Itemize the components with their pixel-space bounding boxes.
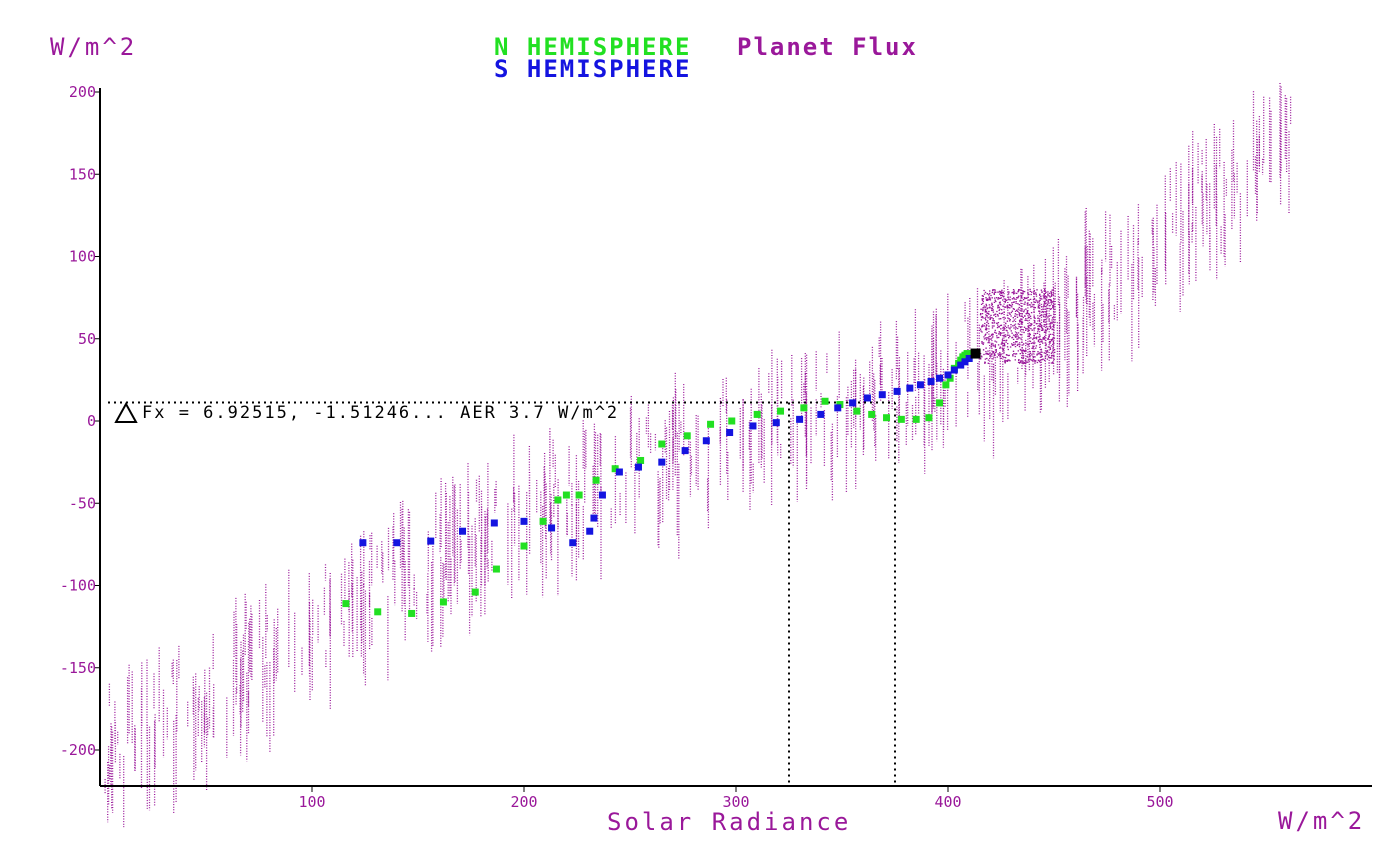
fit-annotation: Fx = 6.92515, -1.51246... AER 3.7 W/m^2 xyxy=(142,403,619,423)
reference-lines xyxy=(108,401,896,786)
hemisphere-series xyxy=(342,348,981,617)
n-hemisphere-point xyxy=(883,414,891,422)
s-hemisphere-point xyxy=(957,361,965,369)
n-hemisphere-point xyxy=(374,608,382,616)
current-point-marker xyxy=(970,348,981,359)
n-hemisphere-point xyxy=(707,420,715,428)
s-hemisphere-point xyxy=(548,524,556,532)
y-axis-unit-label: W/m^2 xyxy=(50,33,137,61)
n-hemisphere-point xyxy=(936,399,944,407)
s-hemisphere-point xyxy=(598,491,606,499)
s-hemisphere-point xyxy=(944,371,952,379)
y-tick-label: 0 xyxy=(87,412,96,430)
x-tick-label: 400 xyxy=(934,793,961,811)
n-hemisphere-point xyxy=(539,517,547,525)
s-hemisphere-point xyxy=(658,458,666,466)
n-hemisphere-point xyxy=(342,600,350,608)
s-hemisphere-point xyxy=(634,463,642,471)
n-hemisphere-point xyxy=(683,432,691,440)
n-hemisphere-point xyxy=(897,415,905,423)
n-hemisphere-point xyxy=(753,410,761,418)
y-tick-label: 200 xyxy=(69,83,96,101)
n-hemisphere-point xyxy=(562,491,570,499)
n-hemisphere-point xyxy=(554,496,562,504)
y-tick-label: 150 xyxy=(69,165,96,183)
n-hemisphere-point xyxy=(777,407,785,415)
s-hemisphere-point xyxy=(927,378,935,386)
n-hemisphere-point xyxy=(728,417,736,425)
x-axis-unit-label: W/m^2 xyxy=(1278,807,1365,835)
y-tick-label: -150 xyxy=(60,659,96,677)
flux-cloud-cluster xyxy=(979,288,1056,364)
s-hemisphere-point xyxy=(772,419,780,427)
n-hemisphere-point xyxy=(592,476,600,484)
s-hemisphere-point xyxy=(702,437,710,445)
s-hemisphere-point xyxy=(749,422,757,430)
axes xyxy=(94,88,1372,792)
x-axis-title: Solar Radiance xyxy=(607,808,851,836)
triangle-marker-icon xyxy=(114,401,138,423)
n-hemisphere-point xyxy=(637,456,645,464)
s-hemisphere-point xyxy=(878,391,886,399)
s-hemisphere-point xyxy=(427,537,435,545)
legend-n-hemisphere: N HEMISPHERE xyxy=(494,33,691,61)
legend-s-hemisphere: S HEMISPHERE xyxy=(494,55,691,83)
n-hemisphere-point xyxy=(520,542,528,550)
n-hemisphere-point xyxy=(611,465,619,473)
x-tick-label: 500 xyxy=(1146,793,1173,811)
n-hemisphere-point xyxy=(575,491,583,499)
s-hemisphere-point xyxy=(863,394,871,402)
s-hemisphere-point xyxy=(950,366,958,374)
s-hemisphere-point xyxy=(490,519,498,527)
s-hemisphere-point xyxy=(615,468,623,476)
s-hemisphere-point xyxy=(520,517,528,525)
x-tick-label: 200 xyxy=(510,793,537,811)
y-tick-label: -100 xyxy=(60,577,96,595)
s-hemisphere-point xyxy=(726,429,734,437)
s-hemisphere-point xyxy=(817,410,825,418)
n-hemisphere-point xyxy=(942,381,950,389)
s-hemisphere-point xyxy=(906,384,914,392)
s-hemisphere-point xyxy=(849,399,857,407)
flux-point-cloud xyxy=(104,83,1292,828)
y-tick-label: 50 xyxy=(78,330,96,348)
n-hemisphere-point xyxy=(471,588,479,596)
y-tick-label: -200 xyxy=(60,741,96,759)
n-hemisphere-point xyxy=(800,404,808,412)
s-hemisphere-point xyxy=(834,404,842,412)
y-tick-label: -50 xyxy=(69,494,96,512)
s-hemisphere-point xyxy=(586,527,594,535)
s-hemisphere-point xyxy=(961,358,969,366)
s-hemisphere-point xyxy=(936,374,944,382)
chart-title: Planet Flux xyxy=(737,33,918,61)
n-hemisphere-point xyxy=(868,410,876,418)
s-hemisphere-point xyxy=(569,539,577,547)
s-hemisphere-point xyxy=(359,539,367,547)
s-hemisphere-point xyxy=(590,514,598,522)
n-hemisphere-point xyxy=(492,565,500,573)
s-hemisphere-point xyxy=(459,527,467,535)
n-hemisphere-point xyxy=(821,397,829,405)
flux-cloud-strokes xyxy=(104,83,1292,828)
s-hemisphere-point xyxy=(681,447,689,455)
s-hemisphere-point xyxy=(393,539,401,547)
n-hemisphere-point xyxy=(912,415,920,423)
x-tick-label: 100 xyxy=(298,793,325,811)
n-hemisphere-point xyxy=(658,440,666,448)
n-hemisphere-point xyxy=(439,598,447,606)
s-hemisphere-point xyxy=(796,415,804,423)
n-hemisphere-point xyxy=(925,414,933,422)
y-tick-label: 100 xyxy=(69,248,96,266)
s-hemisphere-point xyxy=(893,387,901,395)
s-hemisphere-point xyxy=(916,381,924,389)
n-hemisphere-point xyxy=(408,609,416,617)
n-hemisphere-point xyxy=(963,350,971,358)
n-hemisphere-point xyxy=(853,407,861,415)
x-tick-label: 300 xyxy=(722,793,749,811)
s-hemisphere-point xyxy=(965,354,973,362)
